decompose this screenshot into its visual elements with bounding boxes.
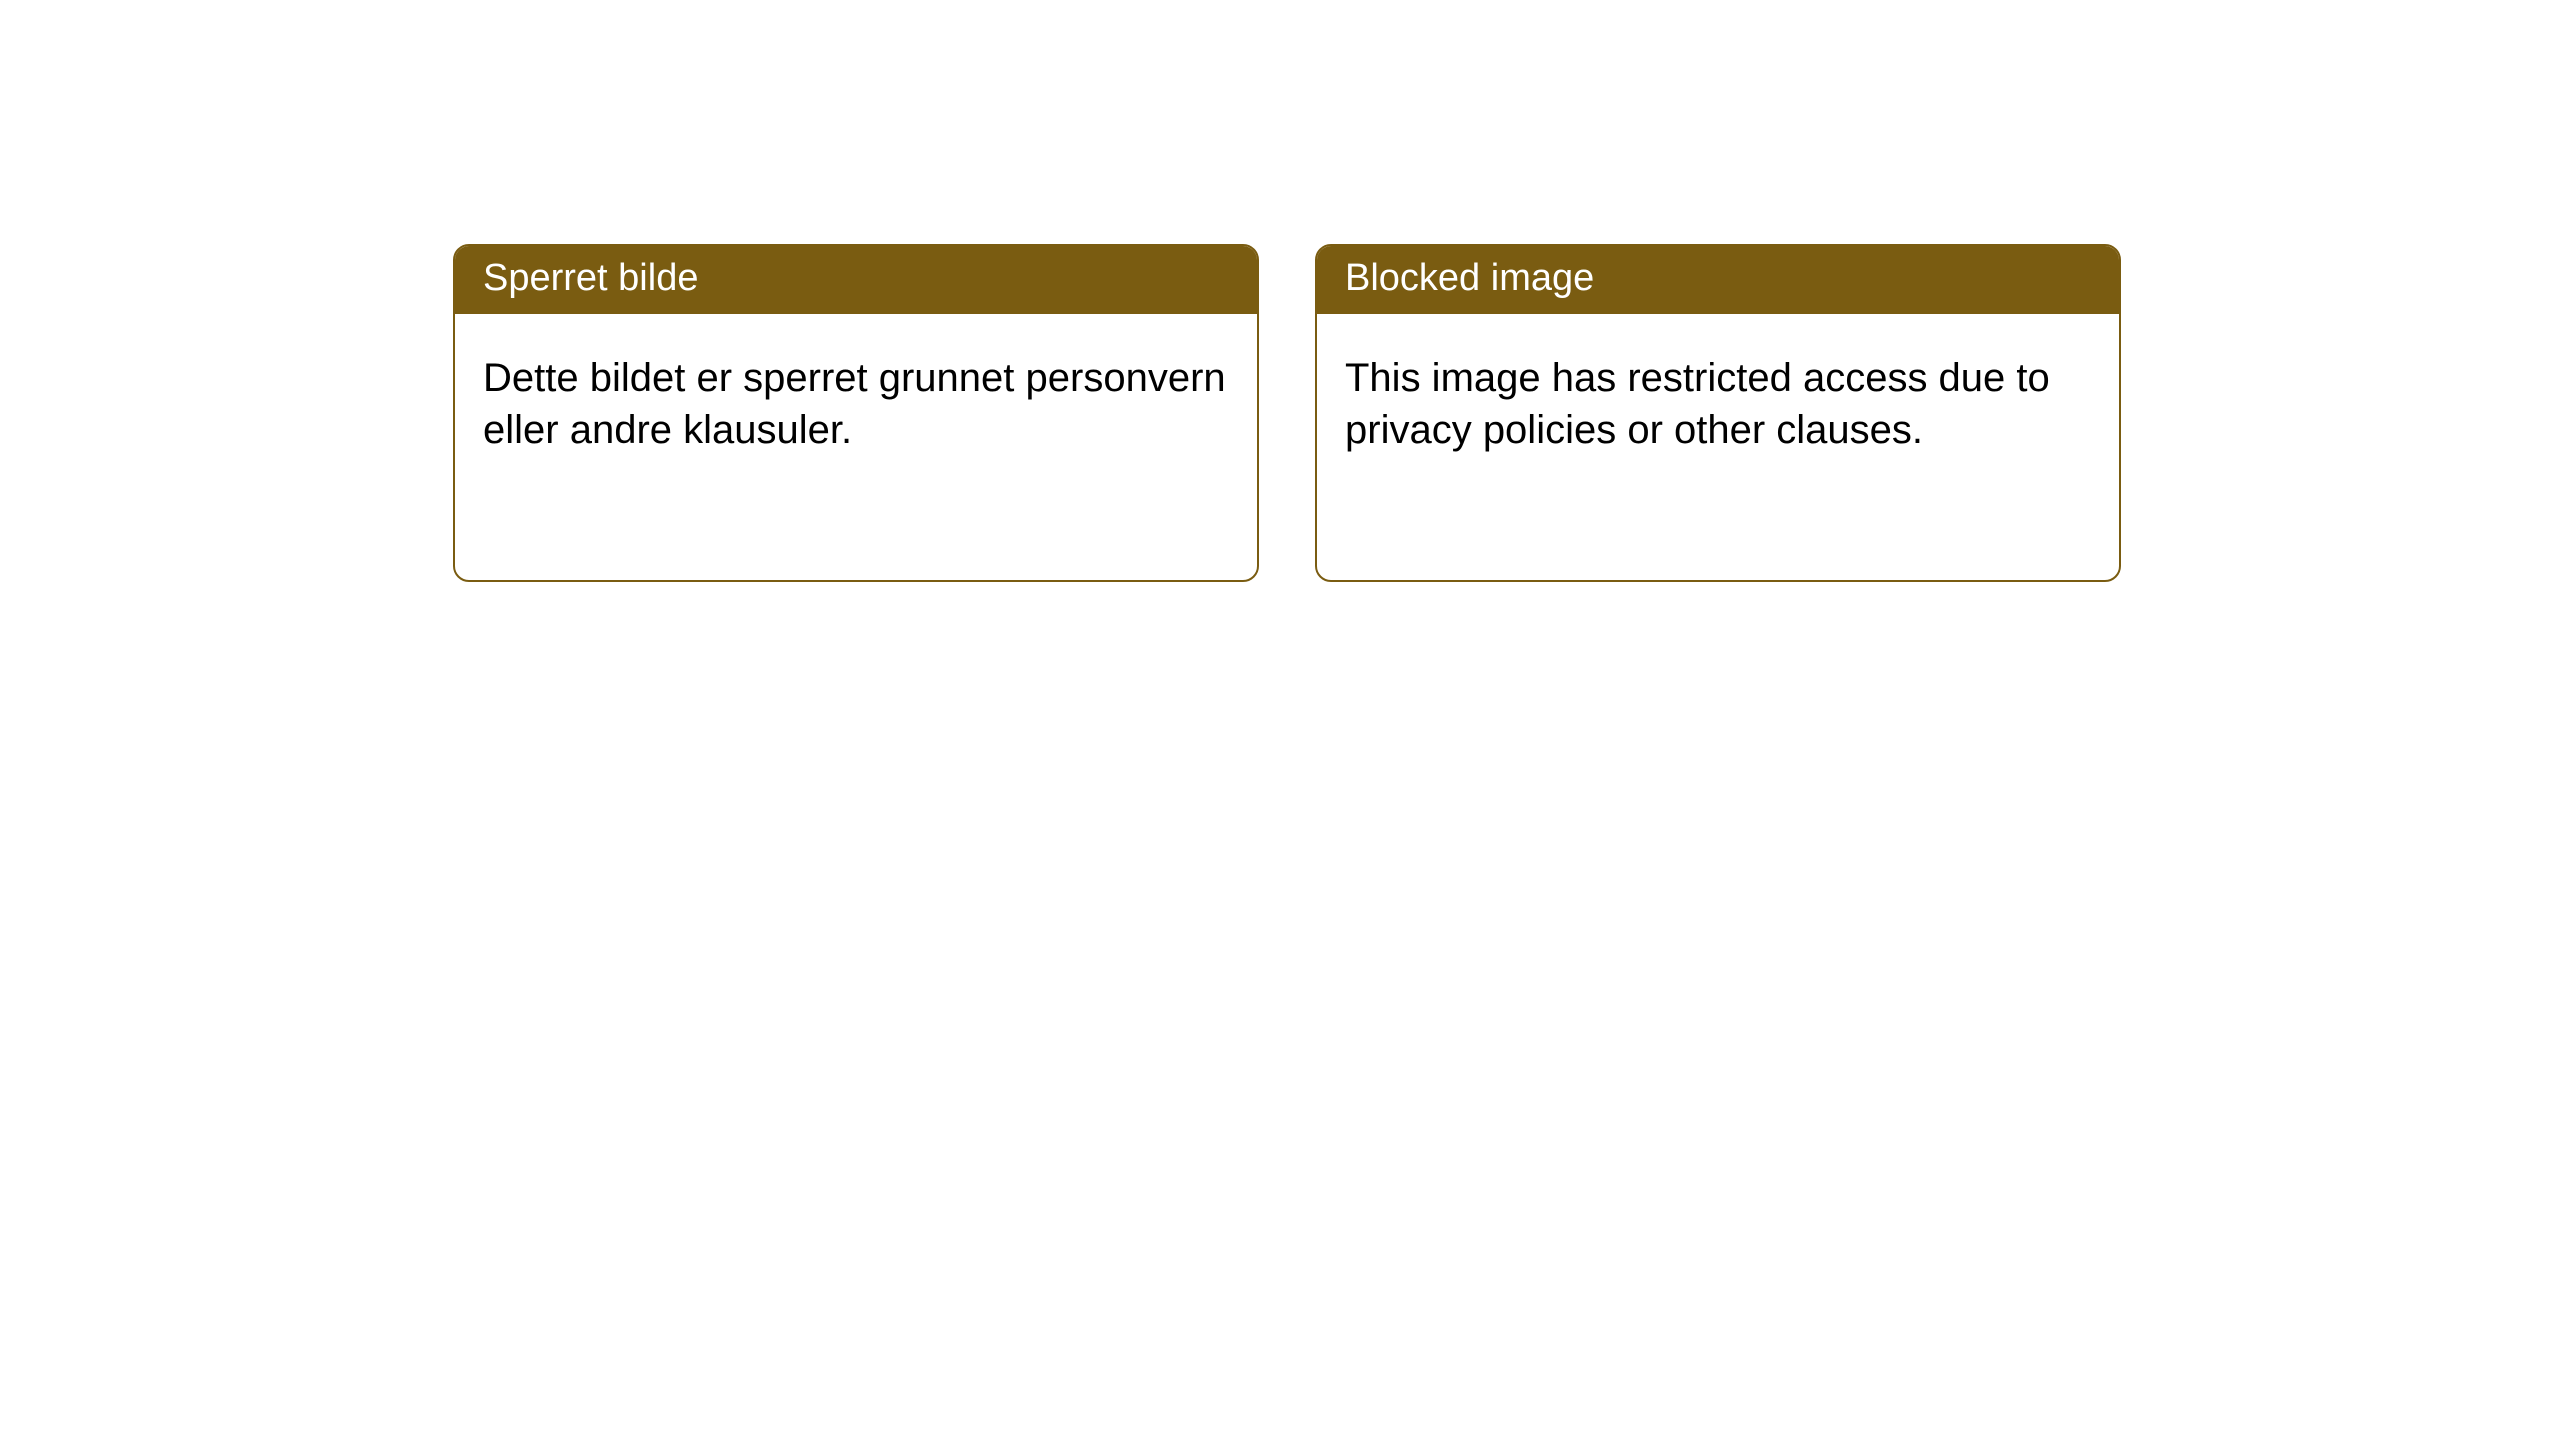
notice-card-header: Blocked image (1317, 246, 2119, 314)
notice-card-container: Sperret bilde Dette bildet er sperret gr… (0, 0, 2560, 582)
notice-card-body: Dette bildet er sperret grunnet personve… (455, 314, 1257, 484)
notice-card-body: This image has restricted access due to … (1317, 314, 2119, 484)
notice-card-header: Sperret bilde (455, 246, 1257, 314)
notice-card-norwegian: Sperret bilde Dette bildet er sperret gr… (453, 244, 1259, 582)
notice-card-english: Blocked image This image has restricted … (1315, 244, 2121, 582)
